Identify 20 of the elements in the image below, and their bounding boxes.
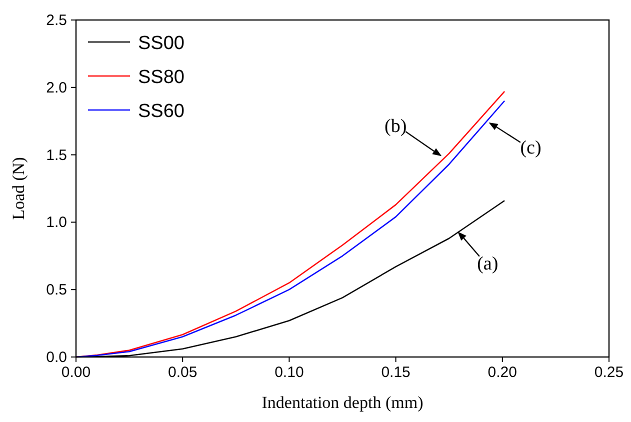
- annotation: (a): [477, 254, 498, 275]
- y-tick-label: 2.0: [46, 79, 67, 96]
- y-axis-title: Load (N): [9, 157, 28, 220]
- x-tick-label: 0.10: [274, 364, 304, 381]
- y-tick-label: 1.5: [46, 146, 67, 164]
- annotation: (c): [520, 137, 542, 158]
- x-tick-label: 0.05: [168, 364, 198, 381]
- x-tick-label: 0.00: [61, 364, 91, 381]
- y-tick-label: 1.0: [46, 214, 67, 232]
- x-tick-label: 0.20: [488, 364, 517, 381]
- y-tick-label: 0.0: [46, 349, 67, 366]
- legend-label: SS60: [138, 101, 184, 122]
- y-tick-label: 2.5: [46, 12, 67, 29]
- annotation: (b): [384, 116, 407, 138]
- legend-label: SS80: [138, 67, 184, 88]
- x-tick-label: 0.25: [594, 364, 624, 381]
- legend-label: SS00: [138, 33, 184, 54]
- x-tick-label: 0.15: [381, 364, 410, 381]
- x-axis-title: Indentation depth (mm): [262, 393, 424, 412]
- y-tick-label: 0.5: [46, 282, 67, 299]
